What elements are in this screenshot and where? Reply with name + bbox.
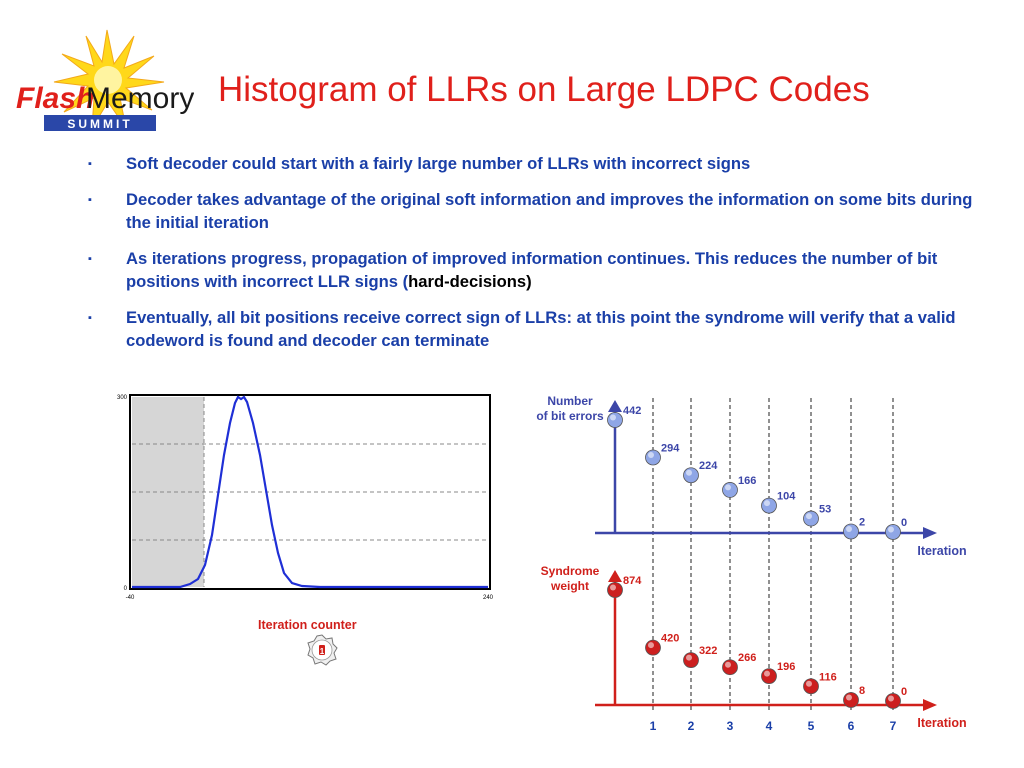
- x-axis-label: Iteration: [917, 544, 966, 558]
- histogram-frame: [129, 394, 491, 590]
- data-point: [843, 523, 859, 540]
- data-point: [885, 524, 901, 540]
- x-axis-label: Iteration: [917, 716, 966, 730]
- data-label: 420: [661, 633, 679, 645]
- data-label: 874: [623, 575, 642, 587]
- data-point: [803, 510, 819, 527]
- data-label: 294: [661, 443, 680, 455]
- data-label: 266: [738, 652, 756, 664]
- bullet-marker: ▪: [88, 158, 92, 170]
- bullet-item: ▪ Decoder takes advantage of the original…: [86, 188, 986, 235]
- data-label: 8: [859, 685, 865, 697]
- data-point-highlight: [648, 642, 654, 649]
- data-label: 0: [901, 686, 907, 698]
- iteration-counter-value: 1: [320, 647, 325, 656]
- bullet-item: ▪ Eventually, all bit positions receive c…: [86, 306, 986, 353]
- data-point: [607, 412, 623, 428]
- data-point-highlight: [725, 484, 731, 491]
- x-tick-label: 2: [688, 719, 695, 733]
- data-point: [885, 693, 901, 709]
- bullet-item: ▪ As iterations progress, propagation of …: [86, 247, 986, 294]
- slide-title: Histogram of LLRs on Large LDPC Codes: [218, 70, 870, 109]
- data-label: 2: [859, 516, 865, 528]
- data-point-highlight: [686, 654, 692, 661]
- logo-memory-text: Memory: [86, 82, 194, 115]
- llr-histogram: 300 0 -40 240: [117, 394, 494, 601]
- x-tick-label: 5: [808, 719, 815, 733]
- bullet-text: Soft decoder could start with a fairly l…: [126, 154, 751, 173]
- data-point: [722, 659, 738, 676]
- starburst-icon: [53, 29, 165, 129]
- data-point: [843, 692, 859, 708]
- data-point: [761, 668, 777, 685]
- data-point-highlight: [806, 513, 812, 520]
- bullet-text: Decoder takes advantage of the original …: [126, 189, 973, 233]
- data-point: [645, 639, 661, 656]
- data-point: [683, 652, 699, 669]
- y-axis-label: of bit errors: [536, 409, 604, 423]
- data-point-highlight: [610, 414, 616, 421]
- x-tick-label: 6: [848, 719, 855, 733]
- x-axis-arrow-icon: [923, 699, 937, 711]
- data-label: 196: [777, 661, 795, 673]
- logo-summit-text: SUMMIT: [67, 117, 132, 131]
- data-label: 166: [738, 475, 756, 487]
- bullet-text: As iterations progress, propagation of i…: [126, 248, 938, 292]
- x-tick-label: 1: [650, 719, 657, 733]
- y-axis-label: Syndrome: [541, 564, 600, 578]
- data-point: [645, 449, 661, 466]
- iteration-counter-gear-icon: 1: [307, 634, 338, 666]
- y-axis-label: Number: [547, 394, 593, 408]
- data-point-highlight: [846, 694, 852, 701]
- flash-memory-summit-logo: Flash Memory SUMMIT: [16, 29, 194, 131]
- data-label: 0: [901, 517, 907, 529]
- data-label: 104: [777, 491, 796, 503]
- histogram-x-tick: -40: [126, 595, 135, 601]
- data-label: 53: [819, 504, 831, 516]
- data-point-highlight: [888, 695, 894, 702]
- data-point: [722, 482, 738, 498]
- histogram-y-tick: 300: [117, 395, 128, 401]
- y-axis-label: weight: [550, 579, 589, 593]
- data-point-highlight: [846, 525, 852, 532]
- data-point: [761, 497, 777, 514]
- data-point: [607, 582, 623, 598]
- y-axis-arrow-icon: [608, 570, 622, 582]
- bullet-highlight: hard-decisions): [408, 272, 532, 291]
- data-point-highlight: [764, 500, 770, 507]
- histogram-y-tick: 0: [124, 586, 128, 592]
- data-label: 442: [623, 405, 641, 417]
- logo-flash-text: Flash: [16, 82, 94, 115]
- data-point: [683, 467, 699, 484]
- data-point-highlight: [806, 680, 812, 687]
- data-label: 322: [699, 645, 717, 657]
- x-tick-label: 4: [766, 719, 773, 733]
- data-point-highlight: [686, 469, 692, 476]
- iteration-counter-label: Iteration counter: [258, 618, 357, 632]
- x-axis-arrow-icon: [923, 527, 937, 539]
- logo-summit-bar: [44, 115, 156, 131]
- bullet-marker: ▪: [88, 193, 92, 206]
- x-tick-label: 7: [890, 719, 897, 733]
- data-point-highlight: [648, 452, 654, 459]
- data-point: [803, 678, 819, 695]
- data-point-highlight: [888, 526, 894, 533]
- x-tick-label: 3: [727, 719, 734, 733]
- y-axis-arrow-icon: [608, 400, 622, 412]
- data-point-highlight: [610, 584, 616, 591]
- histogram-x-tick: 240: [483, 595, 494, 601]
- bullet-marker: ▪: [88, 252, 92, 265]
- data-label: 224: [699, 460, 718, 472]
- data-point-highlight: [764, 670, 770, 677]
- bullet-text: Eventually, all bit positions receive co…: [126, 307, 956, 351]
- bullet-item: ▪ Soft decoder could start with a fairly …: [86, 152, 986, 176]
- bullet-list: ▪ Soft decoder could start with a fairly …: [86, 152, 986, 365]
- data-point-highlight: [725, 661, 731, 668]
- histogram-curve: [132, 395, 488, 589]
- data-label: 116: [819, 671, 837, 683]
- bullet-marker: ▪: [88, 311, 92, 324]
